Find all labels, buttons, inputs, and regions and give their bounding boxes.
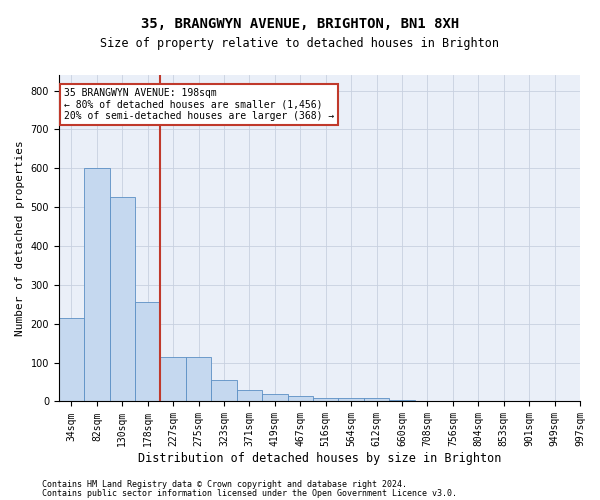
Text: Contains HM Land Registry data © Crown copyright and database right 2024.: Contains HM Land Registry data © Crown c… — [42, 480, 407, 489]
X-axis label: Distribution of detached houses by size in Brighton: Distribution of detached houses by size … — [138, 452, 501, 465]
Bar — [110, 198, 135, 402]
Text: Size of property relative to detached houses in Brighton: Size of property relative to detached ho… — [101, 38, 499, 51]
Bar — [262, 394, 287, 402]
Y-axis label: Number of detached properties: Number of detached properties — [15, 140, 25, 336]
Bar — [135, 302, 160, 402]
Bar — [211, 380, 237, 402]
Bar — [59, 318, 84, 402]
Bar — [237, 390, 262, 402]
Bar — [364, 398, 389, 402]
Text: 35, BRANGWYN AVENUE, BRIGHTON, BN1 8XH: 35, BRANGWYN AVENUE, BRIGHTON, BN1 8XH — [141, 18, 459, 32]
Bar — [186, 357, 211, 402]
Bar — [313, 398, 338, 402]
Text: Contains public sector information licensed under the Open Government Licence v3: Contains public sector information licen… — [42, 488, 457, 498]
Bar — [338, 398, 364, 402]
Bar — [287, 396, 313, 402]
Bar — [389, 400, 415, 402]
Text: 35 BRANGWYN AVENUE: 198sqm
← 80% of detached houses are smaller (1,456)
20% of s: 35 BRANGWYN AVENUE: 198sqm ← 80% of deta… — [64, 88, 334, 122]
Bar — [84, 168, 110, 402]
Bar — [160, 357, 186, 402]
